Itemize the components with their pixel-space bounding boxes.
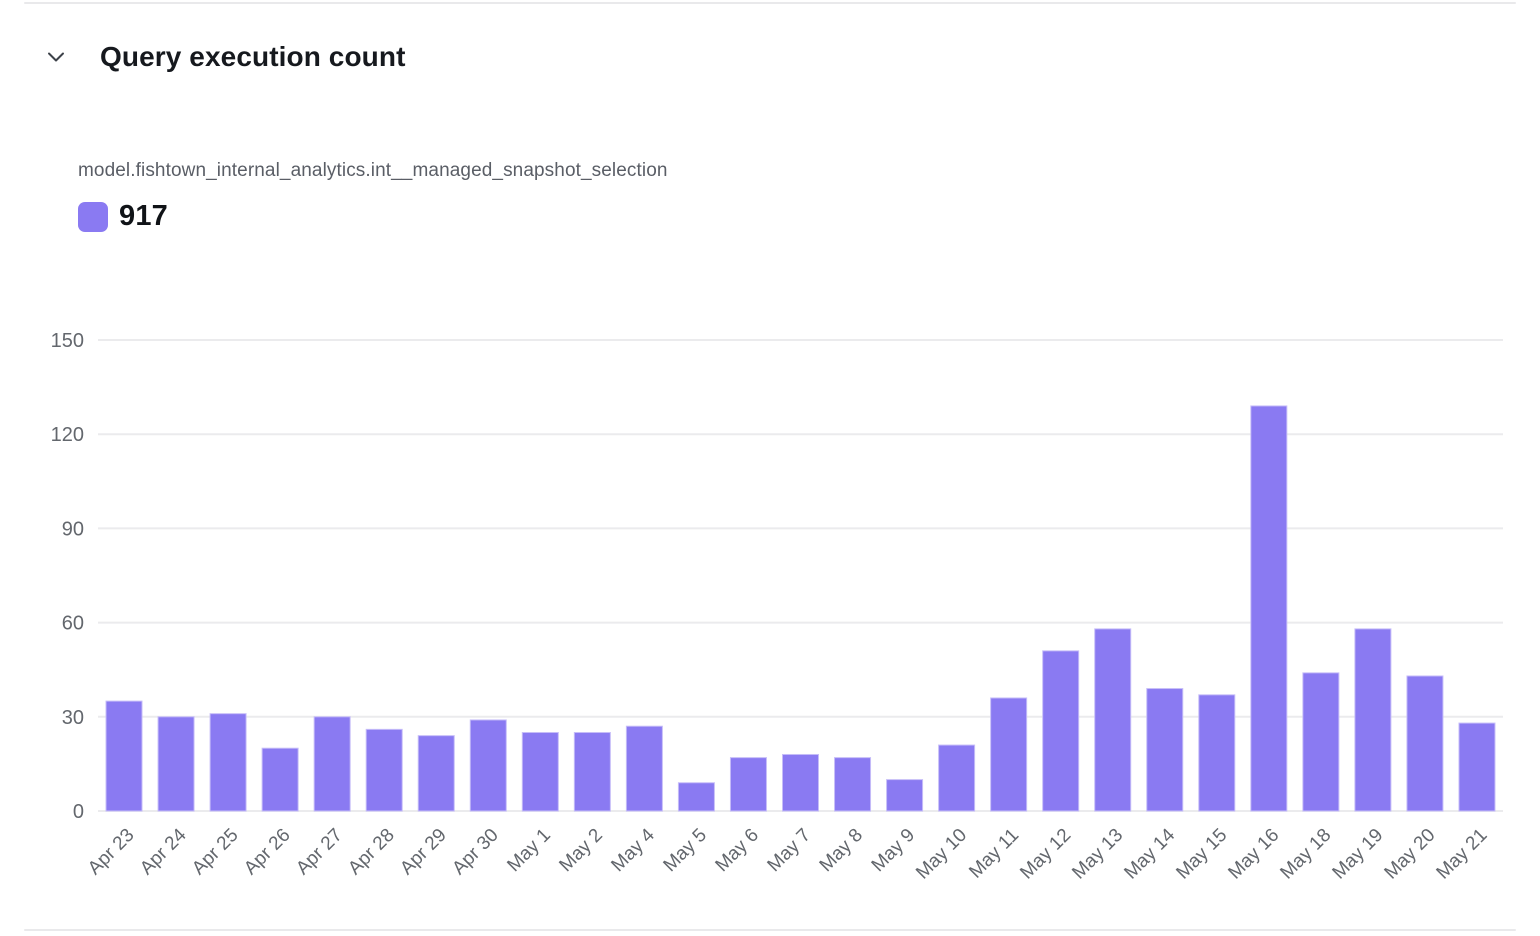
x-axis-tick-label: Apr 29 — [396, 825, 450, 879]
x-axis-tick: May 11 — [965, 825, 1023, 883]
x-axis-tick-label: Apr 24 — [136, 824, 191, 879]
x-axis-tick: Apr 30 — [448, 825, 502, 879]
x-axis-tick: May 15 — [1172, 825, 1231, 884]
x-axis-tick: Apr 24 — [136, 824, 191, 879]
bar[interactable] — [1354, 628, 1392, 812]
bar[interactable] — [834, 757, 872, 812]
bar[interactable] — [209, 713, 247, 812]
series-label: model.fishtown_internal_analytics.int__m… — [78, 160, 668, 181]
x-axis-tick-label: May 10 — [912, 825, 971, 884]
x-axis-tick-label: May 4 — [607, 824, 659, 876]
bar[interactable] — [313, 716, 351, 812]
x-axis-tick-label: May 2 — [555, 825, 606, 876]
x-axis-tick-label: May 8 — [816, 825, 867, 876]
bar[interactable] — [573, 732, 611, 812]
x-axis-tick-label: May 6 — [712, 825, 763, 876]
top-divider — [24, 2, 1516, 4]
bar[interactable] — [625, 725, 663, 812]
x-axis-tick: May 21 — [1433, 825, 1492, 884]
x-axis-tick-label: May 21 — [1433, 825, 1492, 884]
x-axis-tick: May 5 — [660, 825, 711, 876]
x-axis-tick-label: May 20 — [1381, 825, 1440, 884]
bar[interactable] — [938, 744, 976, 812]
x-axis-tick: May 1 — [503, 825, 554, 876]
x-axis-tick: May 13 — [1068, 825, 1127, 884]
x-axis-tick: May 8 — [816, 825, 867, 876]
bar[interactable] — [105, 700, 143, 812]
x-axis-tick: May 16 — [1224, 825, 1283, 884]
x-axis-tick-label: Apr 23 — [84, 825, 138, 879]
x-axis-tick-label: May 16 — [1224, 825, 1283, 884]
bar[interactable] — [1302, 672, 1340, 812]
x-axis-tick: Apr 28 — [344, 825, 398, 879]
x-axis-tick: Apr 25 — [188, 825, 242, 879]
x-axis-tick-label: May 13 — [1068, 825, 1127, 884]
bar[interactable] — [677, 782, 715, 812]
bar[interactable] — [1250, 405, 1288, 812]
bar[interactable] — [1042, 650, 1080, 812]
bar[interactable] — [1458, 722, 1496, 812]
y-axis-tick-label: 120 — [51, 424, 84, 446]
x-axis-tick-label: Apr 30 — [448, 825, 502, 879]
bar[interactable] — [782, 753, 819, 812]
y-axis-tick-label: 0 — [73, 801, 84, 823]
x-axis-tick: Apr 29 — [396, 825, 450, 879]
x-axis-tick-label: May 11 — [965, 825, 1023, 883]
bar[interactable] — [1146, 688, 1184, 812]
bar[interactable] — [1406, 675, 1444, 812]
y-axis-tick-label: 30 — [62, 707, 84, 729]
x-axis-tick-label: May 5 — [660, 825, 711, 876]
x-axis-tick: Apr 26 — [240, 825, 294, 879]
x-axis-tick: May 2 — [555, 825, 606, 876]
x-axis-tick-label: Apr 28 — [344, 825, 398, 879]
x-axis-tick-label: May 7 — [764, 825, 815, 876]
x-axis-tick: May 10 — [912, 825, 971, 884]
x-axis-tick-label: Apr 26 — [240, 825, 294, 879]
x-axis-tick: May 4 — [607, 824, 659, 876]
x-axis-tick-label: May 1 — [503, 825, 554, 876]
x-axis-tick-label: May 14 — [1120, 824, 1179, 883]
bar[interactable] — [261, 747, 299, 812]
x-axis-tick-label: May 18 — [1276, 825, 1335, 884]
bar[interactable] — [521, 732, 559, 812]
x-axis-tick-label: May 12 — [1016, 825, 1075, 884]
y-axis-tick-label: 60 — [62, 613, 84, 635]
panel-title: Query execution count — [100, 41, 406, 72]
legend-swatch — [78, 201, 108, 232]
x-axis-tick: Apr 23 — [84, 825, 138, 879]
bar[interactable] — [469, 719, 507, 812]
bar[interactable] — [417, 735, 455, 812]
x-axis-tick-label: Apr 25 — [188, 825, 242, 879]
x-axis-tick: Apr 27 — [292, 825, 346, 879]
x-axis-tick-label: May 19 — [1329, 825, 1388, 884]
x-axis-tick: May 7 — [764, 825, 815, 876]
bar[interactable] — [1094, 628, 1132, 812]
bar[interactable] — [1198, 694, 1236, 812]
collapse-panel-button[interactable] — [44, 45, 68, 69]
bar[interactable] — [729, 757, 767, 812]
chevron-down-icon — [48, 52, 64, 62]
bar[interactable] — [157, 716, 195, 812]
bar[interactable] — [886, 779, 924, 812]
panel-header: Query execution count — [44, 40, 406, 74]
x-axis-tick: May 14 — [1120, 824, 1179, 883]
legend-total-value: 917 — [119, 200, 168, 232]
y-axis-tick-label: 150 — [51, 330, 84, 352]
x-axis-tick: May 6 — [712, 825, 763, 876]
bottom-divider — [24, 929, 1516, 931]
legend[interactable]: 917 — [78, 200, 168, 233]
x-axis-tick: May 19 — [1329, 825, 1388, 884]
y-axis-tick-label: 90 — [62, 518, 84, 540]
bar[interactable] — [990, 697, 1028, 812]
x-axis-tick: May 20 — [1381, 825, 1440, 884]
x-axis-tick: May 12 — [1016, 825, 1075, 884]
x-axis-tick: May 18 — [1276, 825, 1335, 884]
x-axis-tick-label: May 15 — [1172, 825, 1231, 884]
x-axis-tick-label: Apr 27 — [292, 825, 346, 879]
bar[interactable] — [365, 728, 403, 812]
